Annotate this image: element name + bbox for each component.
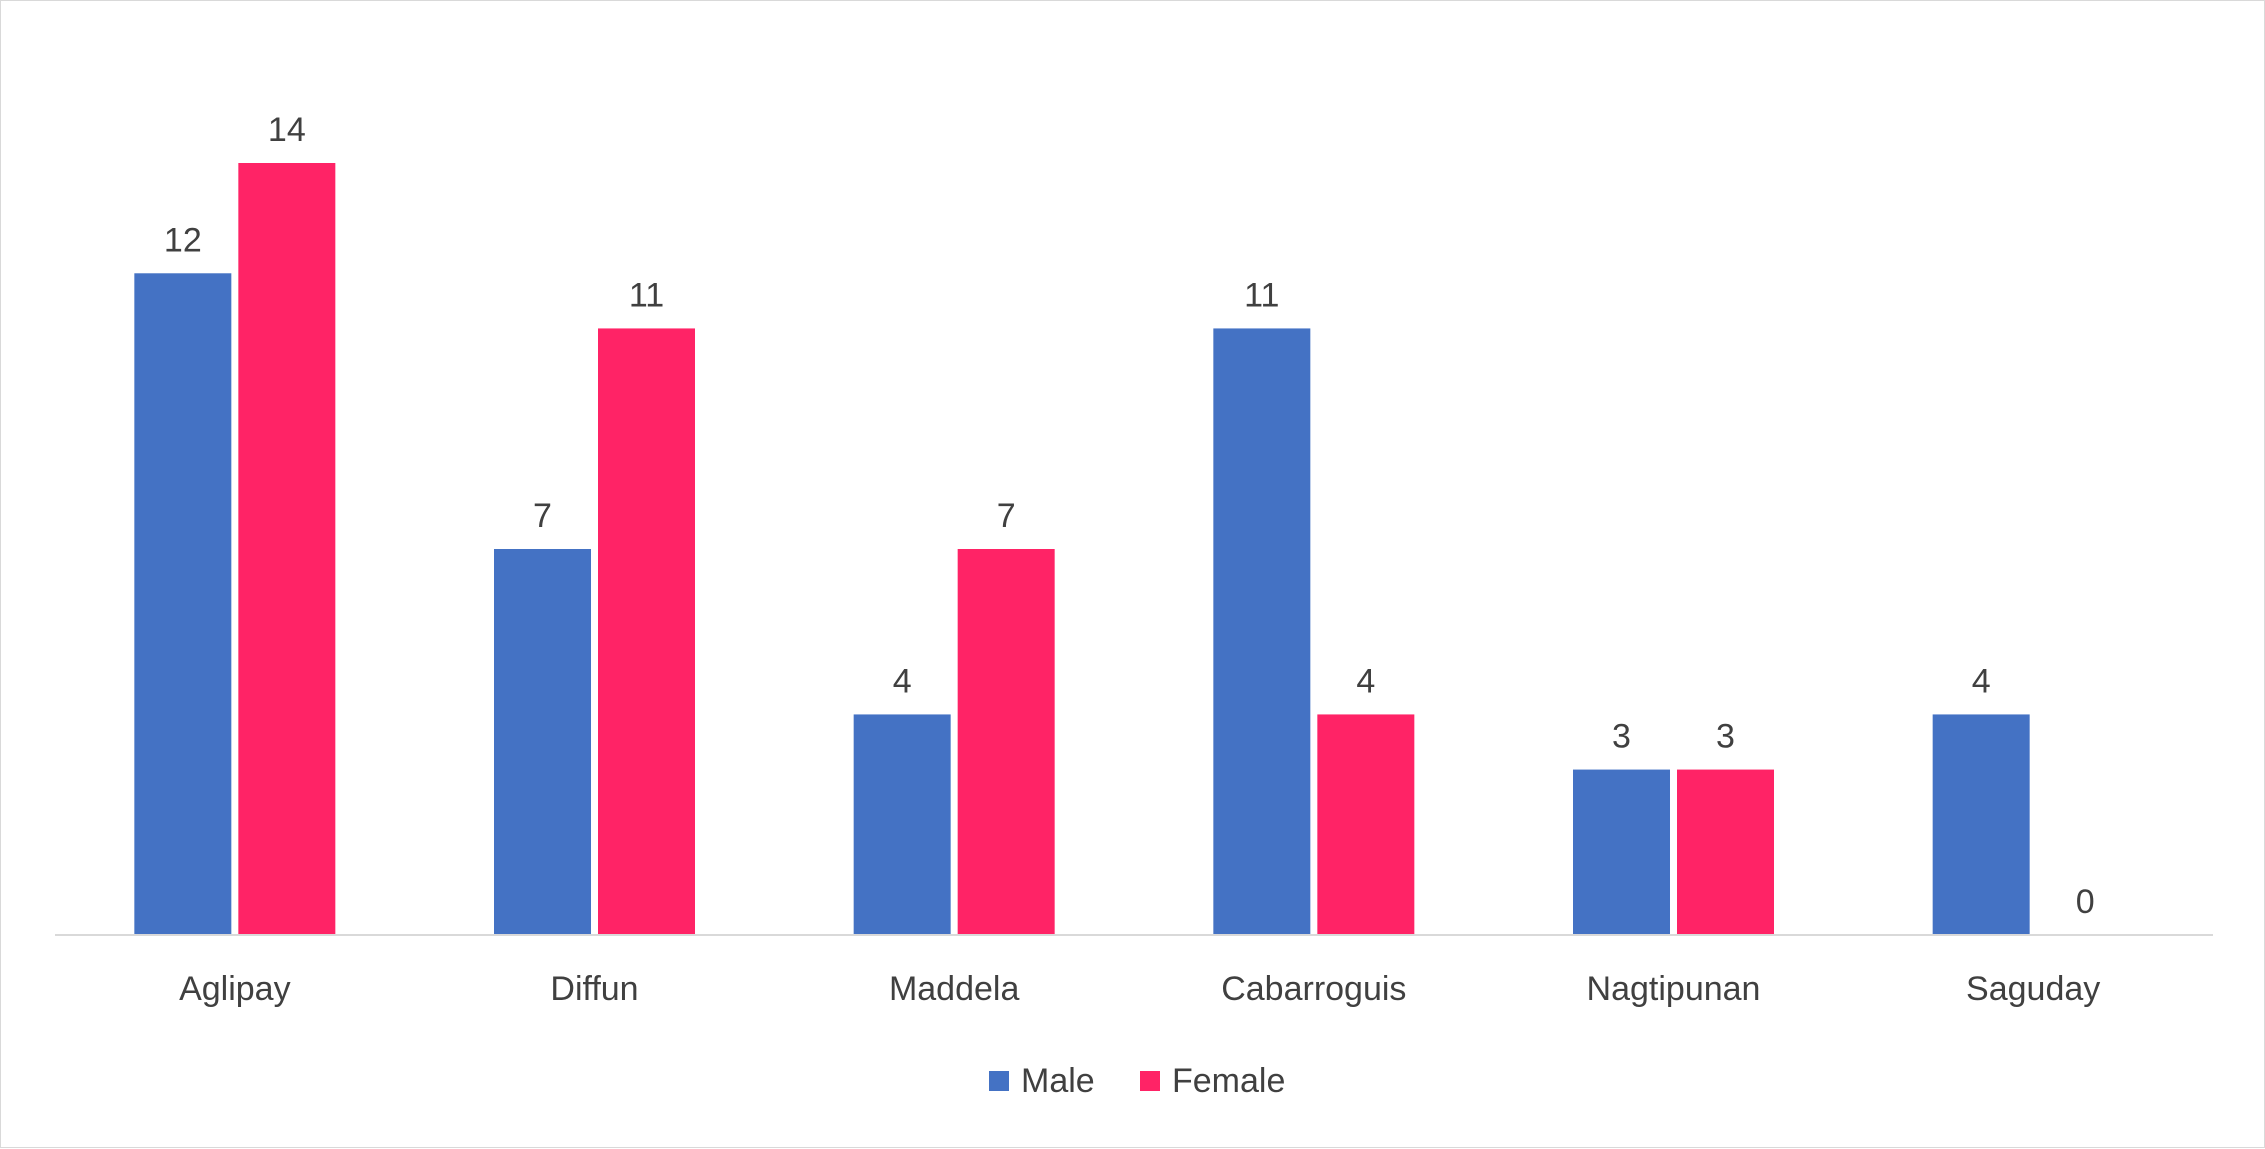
bar <box>957 549 1055 935</box>
bar <box>1317 714 1415 935</box>
data-label: 11 <box>1244 276 1279 314</box>
data-label: 0 <box>2076 883 2095 921</box>
data-labels-group: 12 14 7 11 4 7 11 4 3 3 4 0 <box>164 111 2095 921</box>
data-label: 4 <box>1356 662 1375 700</box>
data-label: 3 <box>1716 718 1735 756</box>
legend-swatch <box>1140 1071 1160 1091</box>
data-label: 3 <box>1612 718 1631 756</box>
x-tick-label: Diffun <box>550 970 638 1008</box>
x-tick-label: Maddela <box>889 970 1020 1008</box>
legend-label: Female <box>1172 1062 1285 1100</box>
data-label: 7 <box>533 497 552 535</box>
bar <box>1573 769 1670 935</box>
x-tick-labels-group: Aglipay Diffun Maddela Cabarroguis Nagtipuna… <box>179 970 2100 1008</box>
bar <box>1213 328 1311 935</box>
bar <box>238 163 336 935</box>
x-tick-label: Aglipay <box>179 970 291 1008</box>
bar <box>853 714 951 935</box>
x-tick-label: Saguday <box>1966 970 2100 1008</box>
data-label: 4 <box>893 662 912 700</box>
legend-label: Male <box>1021 1062 1095 1100</box>
x-tick-label: Cabarroguis <box>1221 970 1406 1008</box>
legend: Male Female <box>989 1062 1285 1100</box>
bar <box>598 328 695 935</box>
x-tick-label: Nagtipunan <box>1587 970 1761 1008</box>
data-label: 7 <box>997 497 1016 535</box>
bar <box>1932 714 2030 935</box>
bar <box>1677 769 1774 935</box>
legend-swatch <box>989 1071 1009 1091</box>
bars-group <box>134 163 2030 935</box>
data-label: 14 <box>268 111 306 149</box>
data-label: 12 <box>164 221 202 259</box>
bar <box>494 549 591 935</box>
bar <box>134 273 232 935</box>
data-label: 11 <box>629 276 664 314</box>
data-label: 4 <box>1972 662 1991 700</box>
